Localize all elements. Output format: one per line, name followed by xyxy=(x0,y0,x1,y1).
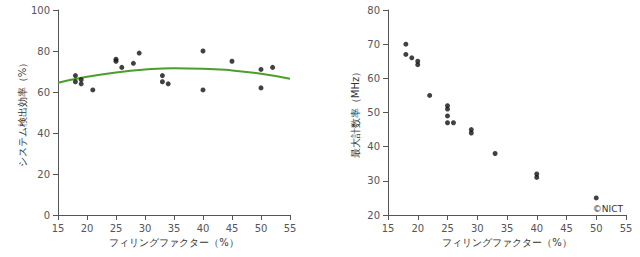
svg-text:100: 100 xyxy=(31,5,50,16)
svg-text:45: 45 xyxy=(560,223,573,234)
svg-text:40: 40 xyxy=(197,223,210,234)
svg-text:80: 80 xyxy=(37,46,50,57)
svg-text:30: 30 xyxy=(367,175,380,186)
svg-text:フィリングファクター（%）: フィリングファクター（%） xyxy=(442,237,572,248)
svg-text:60: 60 xyxy=(37,87,50,98)
svg-text:35: 35 xyxy=(168,223,181,234)
svg-text:20: 20 xyxy=(37,169,50,180)
svg-text:20: 20 xyxy=(81,223,94,234)
svg-text:25: 25 xyxy=(441,223,454,234)
svg-text:40: 40 xyxy=(530,223,543,234)
svg-text:25: 25 xyxy=(110,223,123,234)
svg-text:55: 55 xyxy=(620,223,633,234)
svg-text:システム検出効率（%）: システム検出効率（%） xyxy=(17,58,28,168)
svg-text:55: 55 xyxy=(284,223,297,234)
svg-text:50: 50 xyxy=(255,223,268,234)
svg-text:15: 15 xyxy=(382,223,395,234)
svg-text:40: 40 xyxy=(367,141,380,152)
svg-text:70: 70 xyxy=(367,39,380,50)
svg-text:50: 50 xyxy=(367,107,380,118)
svg-text:©NICT: ©NICT xyxy=(593,204,624,214)
svg-text:45: 45 xyxy=(226,223,239,234)
svg-text:60: 60 xyxy=(367,73,380,84)
svg-text:50: 50 xyxy=(590,223,603,234)
svg-text:フィリングファクター（%）: フィリングファクター（%） xyxy=(109,237,239,248)
svg-text:40: 40 xyxy=(37,128,50,139)
svg-text:0: 0 xyxy=(44,210,50,221)
svg-text:80: 80 xyxy=(367,5,380,16)
svg-text:最大計数率（MHz）: 最大計数率（MHz） xyxy=(350,67,361,158)
svg-text:35: 35 xyxy=(501,223,514,234)
svg-text:15: 15 xyxy=(52,223,65,234)
svg-text:30: 30 xyxy=(471,223,484,234)
svg-text:20: 20 xyxy=(367,210,380,221)
svg-text:20: 20 xyxy=(411,223,424,234)
svg-text:30: 30 xyxy=(139,223,152,234)
